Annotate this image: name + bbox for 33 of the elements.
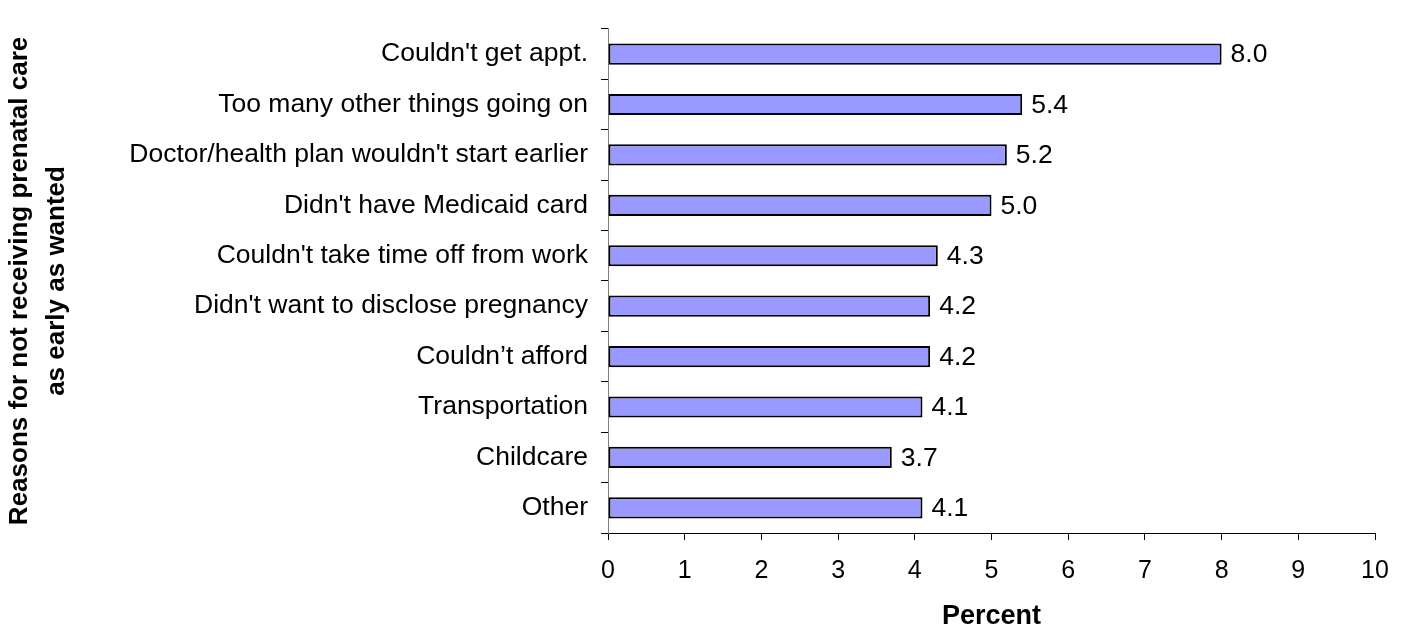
data-label: 5.0	[1000, 189, 1038, 220]
x-tick-label: 10	[1361, 554, 1389, 583]
data-label: 4.3	[946, 240, 984, 271]
data-label: 4.1	[931, 492, 969, 523]
x-tick-label: 9	[1291, 554, 1306, 583]
x-tick-label: 8	[1214, 554, 1229, 583]
y-tick-label: Didn't want to disclose pregnancy	[194, 289, 589, 320]
y-tick-label: Couldn't get appt.	[381, 37, 588, 68]
data-label: 5.4	[1031, 88, 1069, 119]
y-tick-label: Couldn’t afford	[416, 339, 588, 370]
data-label: 8.0	[1230, 38, 1268, 69]
x-tick-label: 0	[601, 554, 615, 583]
y-tick-label: Doctor/health plan wouldn't start earlier	[129, 138, 589, 169]
x-tick-label: 2	[754, 554, 769, 583]
data-label: 4.1	[931, 391, 969, 422]
x-tick-label: 4	[907, 554, 922, 583]
y-tick-label: Transportation	[418, 390, 588, 421]
y-axis-title: Reasons for not receiving prenatal care as early as wanted	[3, 36, 70, 526]
x-tick-label: 6	[1061, 554, 1076, 583]
x-tick-label: 7	[1137, 554, 1152, 583]
y-tick-label: Childcare	[476, 440, 588, 471]
data-label: 5.2	[1015, 139, 1053, 170]
y-tick-label: Other	[521, 491, 589, 522]
data-label: 4.2	[939, 340, 976, 371]
x-axis-title: Percent	[941, 600, 1042, 631]
x-tick-label: 1	[677, 554, 692, 583]
data-label: 3.7	[900, 441, 938, 472]
x-tick-label: 3	[831, 554, 846, 583]
y-tick-label: Didn't have Medicaid card	[283, 188, 588, 219]
data-label: 4.2	[939, 290, 976, 321]
x-tick-label: 5	[984, 554, 999, 583]
y-tick-label: Couldn't take time off from work	[216, 239, 589, 270]
y-tick-label: Too many other things going on	[218, 87, 588, 118]
